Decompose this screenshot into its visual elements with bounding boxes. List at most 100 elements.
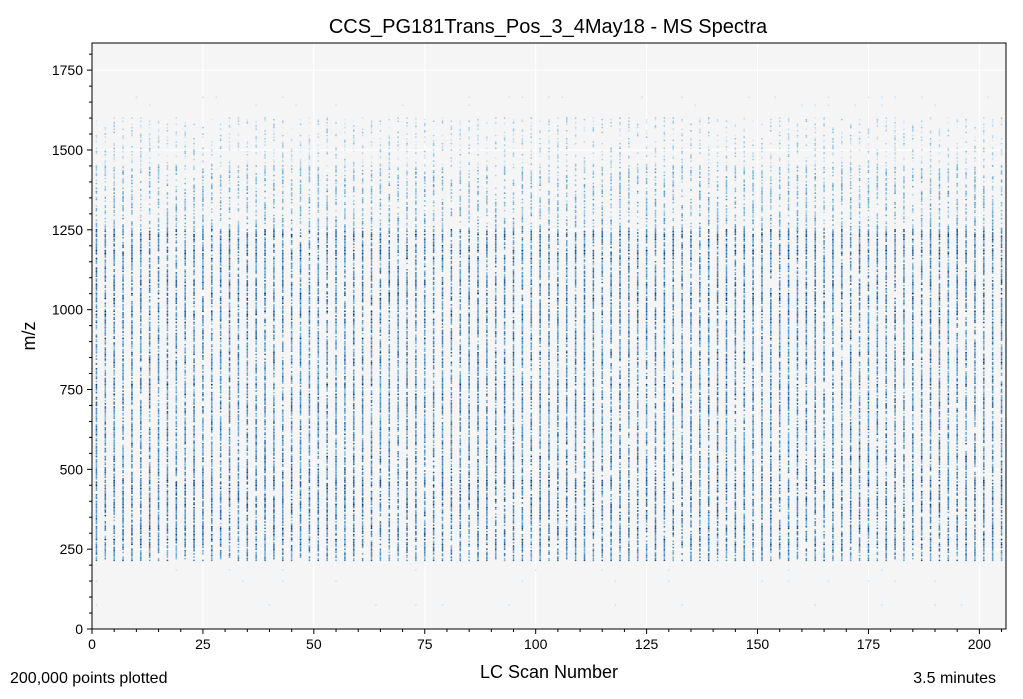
data-point (148, 546, 151, 549)
data-point (556, 522, 559, 525)
data-point (255, 500, 258, 503)
data-point (974, 517, 976, 520)
data-point (503, 533, 506, 536)
data-point (610, 508, 613, 511)
data-point (974, 485, 976, 488)
data-point (565, 490, 568, 493)
data-point (193, 535, 195, 538)
data-point (627, 545, 630, 547)
data-point (752, 543, 754, 546)
data-point (494, 553, 497, 555)
data-point (184, 471, 187, 474)
data-point (636, 466, 639, 469)
data-point (1000, 476, 1003, 479)
data-point (840, 522, 843, 525)
data-point (193, 529, 195, 531)
data-point (707, 538, 710, 541)
data-point (725, 519, 728, 522)
data-point (273, 485, 275, 488)
data-point (974, 537, 976, 539)
data-point (255, 487, 258, 490)
data-point (521, 511, 524, 514)
data-point (299, 476, 302, 479)
data-point (175, 517, 178, 520)
data-point (619, 484, 621, 487)
data-point (982, 533, 985, 536)
data-point (530, 497, 533, 499)
data-point (565, 546, 568, 549)
data-point (601, 487, 604, 490)
data-point (219, 511, 222, 514)
data-point (956, 517, 959, 520)
data-point (246, 529, 249, 531)
data-point (938, 519, 941, 522)
data-point (787, 540, 790, 543)
data-point (406, 509, 408, 512)
data-point (769, 473, 772, 476)
data-point (823, 470, 825, 472)
data-point (627, 556, 630, 559)
data-point (965, 533, 967, 536)
data-point (432, 492, 435, 495)
data-point (991, 525, 994, 528)
data-point (104, 474, 107, 477)
data-point (849, 521, 852, 523)
data-point (672, 524, 675, 527)
data-point (929, 525, 932, 528)
data-point (681, 490, 684, 493)
data-point (903, 527, 905, 530)
data-point (539, 489, 542, 491)
data-point (255, 559, 258, 562)
data-point (210, 501, 213, 504)
data-point (157, 546, 160, 549)
data-point (752, 482, 754, 485)
data-point (734, 521, 737, 523)
data-point (796, 548, 799, 551)
data-point (255, 535, 258, 538)
data-point (787, 495, 790, 498)
data-point (104, 557, 107, 560)
data-point (814, 521, 817, 523)
data-point (157, 514, 160, 517)
data-point (707, 525, 710, 528)
data-point (769, 505, 772, 507)
data-point (929, 537, 932, 539)
data-point (565, 535, 568, 538)
data-point (414, 554, 417, 557)
data-point (814, 471, 817, 474)
data-point (734, 532, 737, 535)
data-point (459, 481, 462, 484)
data-point (601, 513, 604, 515)
data-point (237, 532, 240, 535)
data-point (858, 540, 861, 543)
data-point (974, 535, 976, 538)
data-point (237, 543, 240, 546)
data-point (761, 527, 763, 530)
data-point (539, 511, 542, 514)
data-point (690, 505, 692, 507)
data-point (911, 517, 914, 520)
data-point (911, 505, 914, 507)
data-point (193, 497, 195, 499)
data-point (450, 521, 453, 523)
data-point (672, 543, 675, 546)
data-point (131, 500, 133, 503)
data-point (610, 535, 613, 538)
data-point (139, 522, 142, 525)
data-point (849, 485, 852, 488)
data-point (565, 556, 568, 559)
data-point (947, 535, 950, 538)
data-point (805, 509, 808, 512)
data-point (344, 530, 346, 533)
data-point (796, 474, 799, 477)
data-point (867, 540, 870, 543)
data-point (477, 521, 479, 523)
data-point (743, 530, 746, 533)
data-point (228, 474, 231, 477)
data-point (752, 473, 754, 476)
data-point (521, 551, 524, 554)
data-point (574, 498, 577, 501)
data-point (823, 554, 825, 557)
data-point (379, 554, 382, 557)
data-point (956, 476, 959, 479)
